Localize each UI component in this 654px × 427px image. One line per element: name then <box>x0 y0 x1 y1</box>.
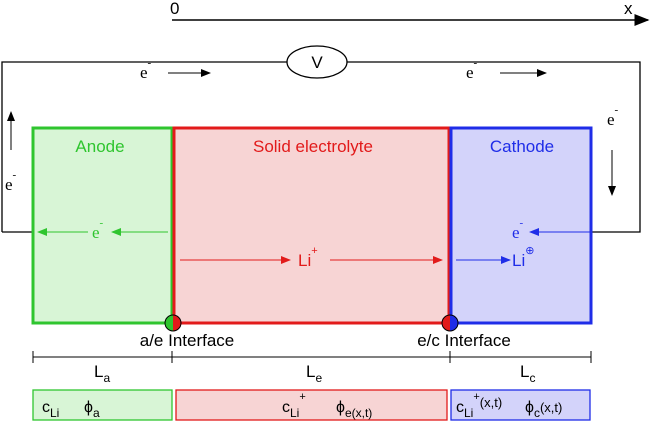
carrier-label: e- <box>512 217 524 242</box>
text-part: - <box>13 169 17 181</box>
variable-label: ϕe(x,t) <box>336 399 372 420</box>
axis-label: x <box>624 0 633 18</box>
electron-label: e- <box>466 57 478 82</box>
text-part: ⊕ <box>525 245 534 257</box>
interface-dot <box>441 314 459 332</box>
variable-label: cLi+(x,t) <box>456 391 502 420</box>
text-part: c <box>282 399 290 416</box>
variable-label: cLi <box>42 399 59 420</box>
text-part: c <box>529 371 535 385</box>
text-part: c <box>456 399 464 416</box>
text-part: e <box>92 223 100 242</box>
text-part: + <box>311 245 317 257</box>
variable-label: cLi+ <box>282 391 306 420</box>
region-title: Cathode <box>490 137 554 156</box>
text-part: - <box>148 57 152 69</box>
length-bar <box>32 351 592 363</box>
text-part: e <box>315 371 322 385</box>
text-part: L <box>306 362 315 381</box>
carrier-label: Li⊕ <box>512 245 534 270</box>
text-part: Li <box>298 251 311 270</box>
text-part: e <box>140 63 148 82</box>
text-part: - <box>474 57 478 69</box>
electron-label: e- <box>140 57 152 82</box>
text-part: - <box>520 217 524 229</box>
text-part: e <box>466 63 474 82</box>
text-part: + <box>299 391 305 403</box>
variable-label: ϕc(x,t) <box>525 399 562 420</box>
text-part: Li <box>290 406 299 420</box>
cathode <box>449 126 593 325</box>
voltmeter-label: V <box>311 53 323 72</box>
carrier-label: Li+ <box>298 245 318 270</box>
interface-label: a/e Interface <box>140 331 235 350</box>
axis-origin: 0 <box>170 0 179 18</box>
wire <box>1 61 287 232</box>
wire <box>347 61 641 233</box>
text-part: Li <box>512 251 525 270</box>
text-part: e(x,t) <box>345 406 372 420</box>
text-part: ϕ <box>84 399 93 416</box>
text-part: - <box>100 217 104 229</box>
variable-label: ϕa <box>84 399 100 420</box>
anode <box>31 126 174 325</box>
text-part: Li <box>464 406 473 420</box>
text-part: a <box>93 406 100 420</box>
text-part: + <box>473 391 479 403</box>
text-part: e <box>5 175 13 194</box>
text-part: e <box>512 223 520 242</box>
variable-box <box>32 389 173 421</box>
text-part: Li <box>50 406 59 420</box>
interface-dot <box>164 314 182 332</box>
interface-label: e/c Interface <box>417 331 511 350</box>
text-part: ϕ <box>525 399 534 416</box>
region-title: Anode <box>75 137 124 156</box>
region-title: Solid electrolyte <box>253 137 373 156</box>
text-part: L <box>520 362 529 381</box>
text-part: L <box>94 362 103 381</box>
interface-dot <box>442 315 450 331</box>
electron-label: e- <box>607 104 619 129</box>
text-part: a <box>103 371 110 385</box>
length-label: Le <box>306 362 322 385</box>
variable-box <box>175 389 448 421</box>
electrolyte <box>172 126 451 325</box>
interface-dot <box>173 315 181 331</box>
length-label: La <box>94 362 110 385</box>
length-label: Lc <box>520 362 535 385</box>
text-part: c <box>534 406 540 420</box>
interface-dot <box>450 315 458 331</box>
text-part: (x,t) <box>480 395 502 410</box>
electron-label: e- <box>5 169 17 194</box>
text-part: (x,t) <box>540 400 562 415</box>
interface-dot <box>165 315 173 331</box>
text-part: ϕ <box>336 399 345 416</box>
text-part: c <box>42 399 50 416</box>
text-part: e <box>607 110 615 129</box>
carrier-label: e- <box>92 217 104 242</box>
voltmeter <box>286 45 348 79</box>
variable-box <box>450 389 591 421</box>
text-part: - <box>615 104 619 116</box>
